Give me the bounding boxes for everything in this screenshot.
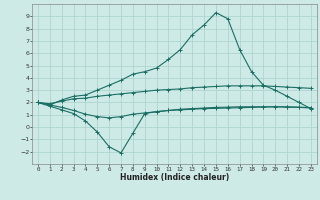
X-axis label: Humidex (Indice chaleur): Humidex (Indice chaleur) [120, 173, 229, 182]
